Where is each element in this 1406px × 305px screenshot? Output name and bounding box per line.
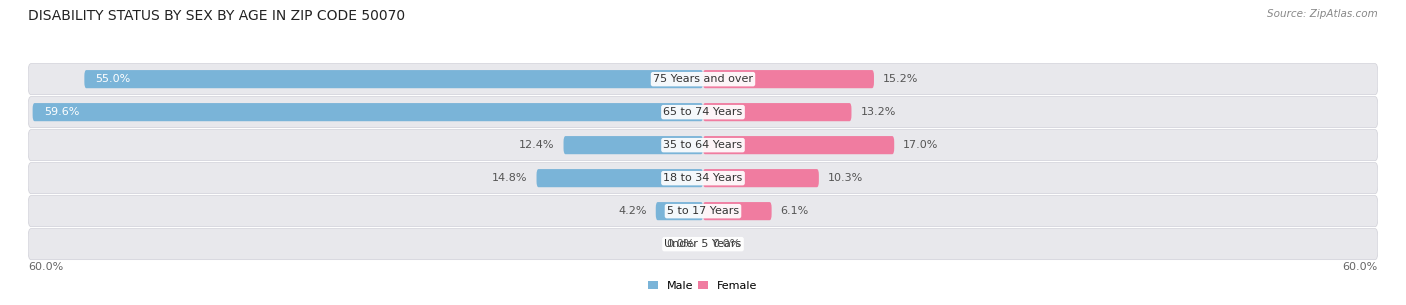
Text: 15.2%: 15.2% (883, 74, 918, 84)
Text: 14.8%: 14.8% (492, 173, 527, 183)
Text: 5 to 17 Years: 5 to 17 Years (666, 206, 740, 216)
Text: 60.0%: 60.0% (28, 262, 63, 272)
FancyBboxPatch shape (84, 70, 703, 88)
Text: 4.2%: 4.2% (619, 206, 647, 216)
FancyBboxPatch shape (703, 202, 772, 220)
FancyBboxPatch shape (28, 229, 1378, 260)
Text: 75 Years and over: 75 Years and over (652, 74, 754, 84)
FancyBboxPatch shape (28, 97, 1378, 128)
FancyBboxPatch shape (32, 103, 703, 121)
Text: 12.4%: 12.4% (519, 140, 554, 150)
Text: Source: ZipAtlas.com: Source: ZipAtlas.com (1267, 9, 1378, 19)
Text: 6.1%: 6.1% (780, 206, 808, 216)
Legend: Male, Female: Male, Female (648, 281, 758, 291)
FancyBboxPatch shape (703, 169, 818, 187)
FancyBboxPatch shape (703, 70, 875, 88)
Text: 17.0%: 17.0% (903, 140, 939, 150)
Text: 0.0%: 0.0% (711, 239, 740, 249)
Text: 13.2%: 13.2% (860, 107, 896, 117)
FancyBboxPatch shape (28, 163, 1378, 194)
FancyBboxPatch shape (703, 136, 894, 154)
Text: 35 to 64 Years: 35 to 64 Years (664, 140, 742, 150)
Text: 59.6%: 59.6% (44, 107, 79, 117)
Text: 60.0%: 60.0% (1343, 262, 1378, 272)
FancyBboxPatch shape (655, 202, 703, 220)
Text: 18 to 34 Years: 18 to 34 Years (664, 173, 742, 183)
Text: DISABILITY STATUS BY SEX BY AGE IN ZIP CODE 50070: DISABILITY STATUS BY SEX BY AGE IN ZIP C… (28, 9, 405, 23)
Text: 10.3%: 10.3% (828, 173, 863, 183)
FancyBboxPatch shape (564, 136, 703, 154)
FancyBboxPatch shape (28, 196, 1378, 227)
Text: 0.0%: 0.0% (666, 239, 695, 249)
FancyBboxPatch shape (537, 169, 703, 187)
Text: 65 to 74 Years: 65 to 74 Years (664, 107, 742, 117)
FancyBboxPatch shape (703, 103, 852, 121)
FancyBboxPatch shape (28, 130, 1378, 161)
FancyBboxPatch shape (28, 64, 1378, 95)
Text: Under 5 Years: Under 5 Years (665, 239, 741, 249)
Text: 55.0%: 55.0% (96, 74, 131, 84)
